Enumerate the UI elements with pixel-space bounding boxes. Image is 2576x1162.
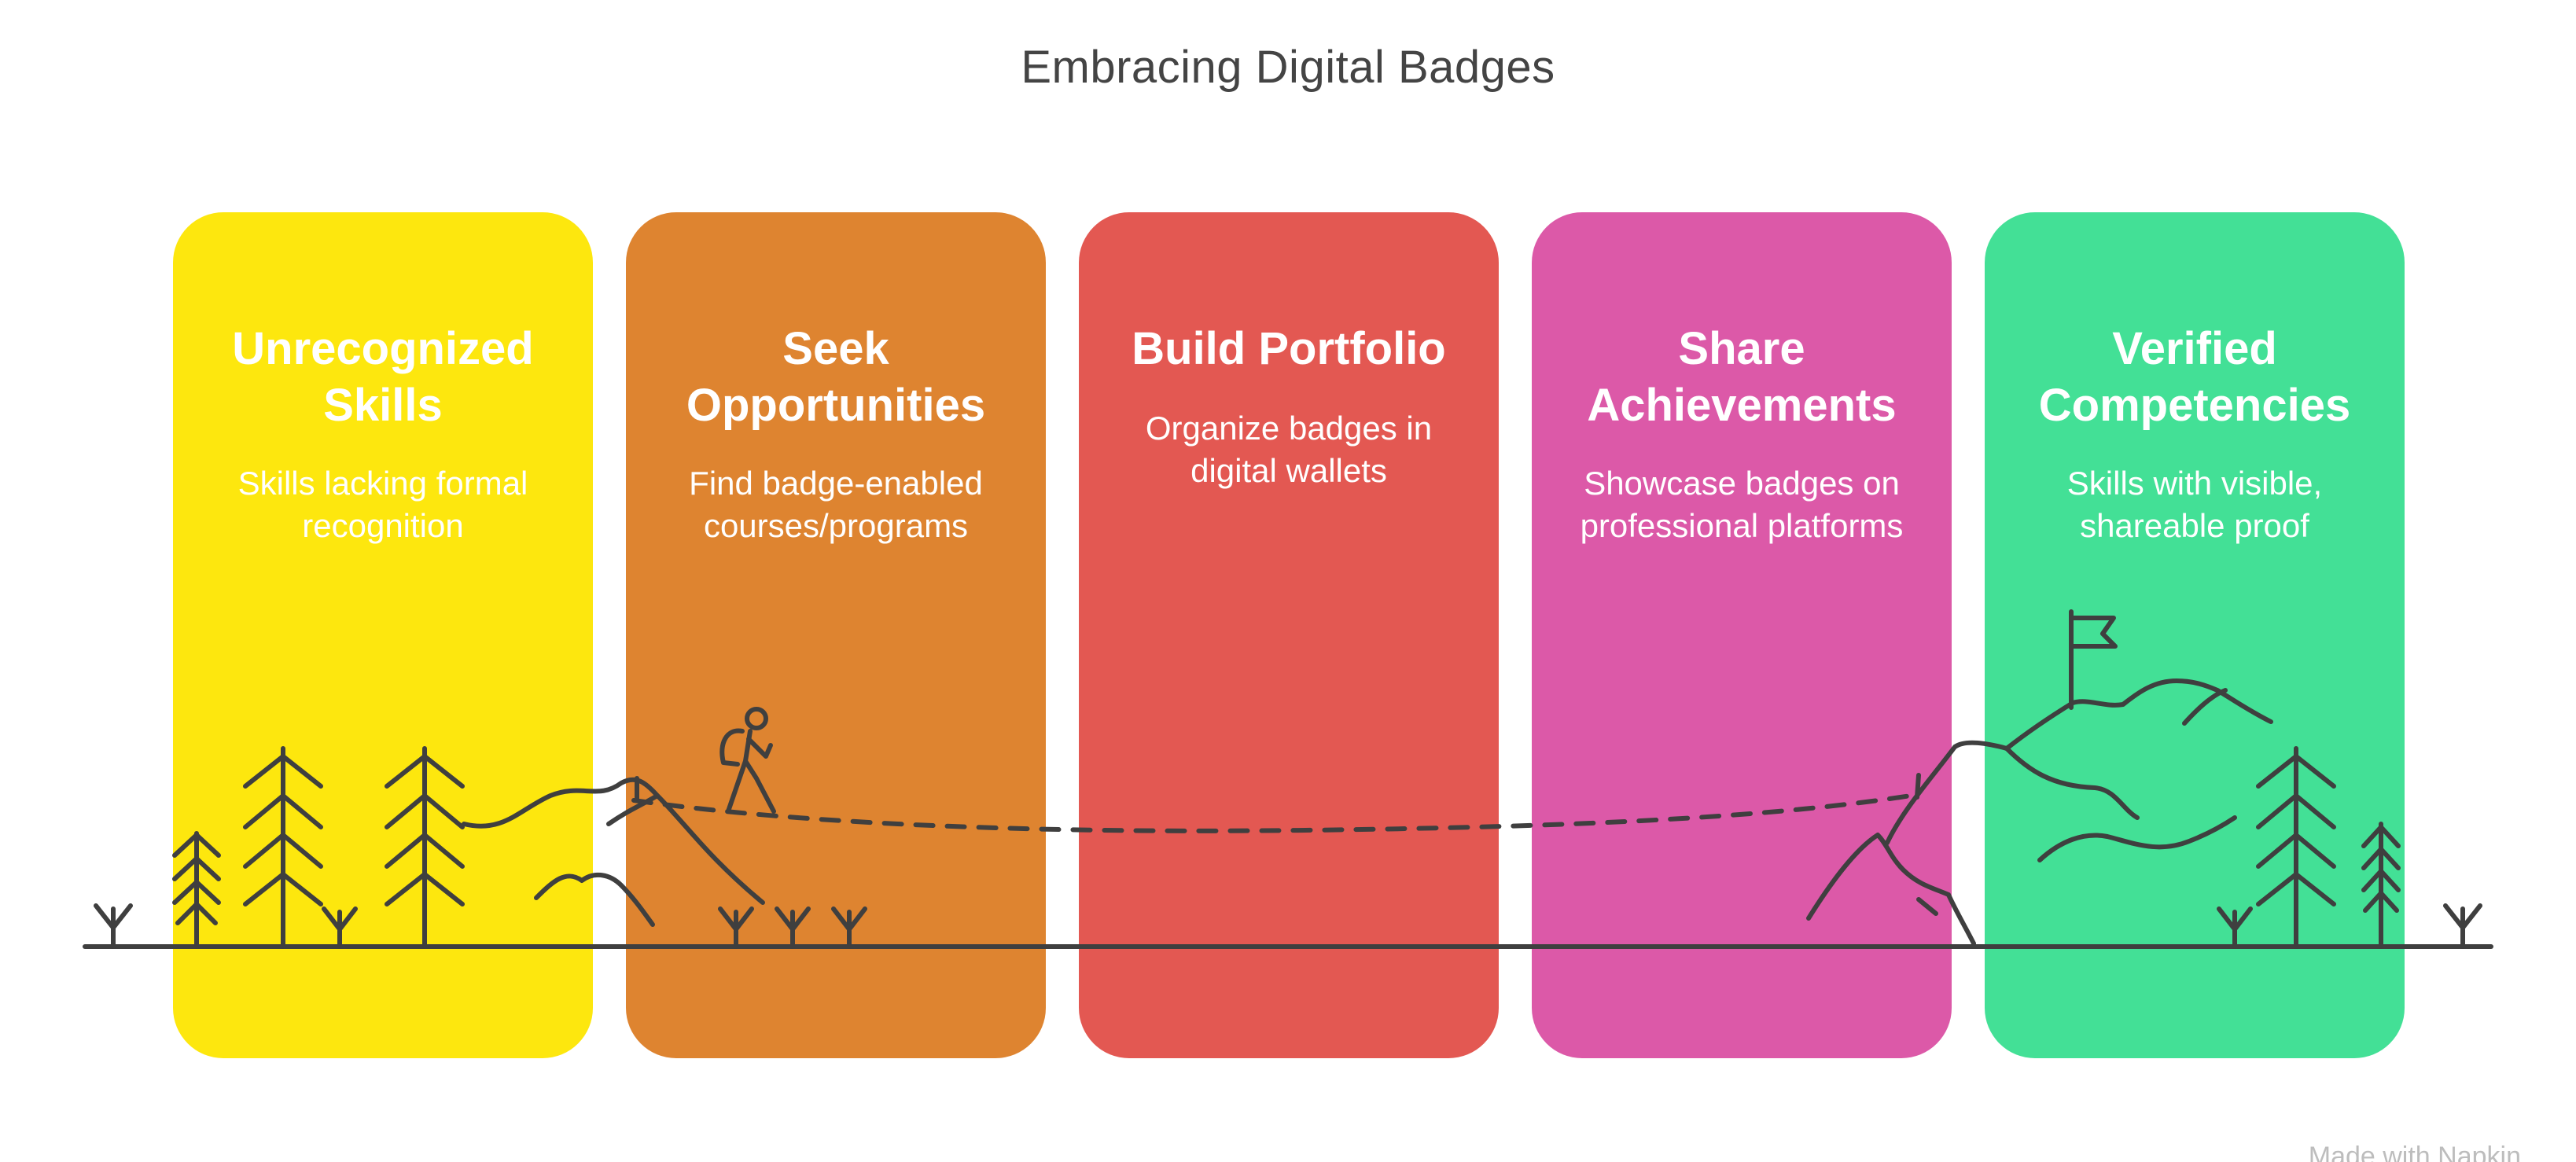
stage-description-line: courses/programs [703, 507, 969, 544]
stage-description-line: Find badge-enabled [689, 465, 983, 502]
stage-description-line: Showcase badges on [1584, 465, 1900, 502]
stage-heading-line: Skills [323, 380, 443, 431]
stage-heading-line: Share [1678, 323, 1805, 374]
stage-description: Skills with visible, shareable proof [1985, 462, 2405, 547]
stage-description: Find badge-enabled courses/programs [626, 462, 1046, 547]
mountain-icon [462, 776, 765, 927]
grass-sprout-icon [94, 903, 2482, 949]
tree-icon [243, 746, 323, 949]
flag-icon [2069, 609, 2118, 710]
hiker-icon [719, 707, 776, 814]
stage-heading-line: Unrecognized [232, 323, 534, 374]
stage-card-share-achievements: Share Achievements Showcase badges on pr… [1532, 212, 1952, 1058]
dashed-path [631, 793, 1913, 833]
mountain-icon [1806, 740, 2009, 946]
stage-heading: Verified Competencies [1985, 321, 2405, 434]
mountain-icon [2004, 678, 2273, 862]
stage-heading-line: Achievements [1587, 380, 1897, 431]
stage-heading-line: Seek [782, 323, 889, 374]
stage-heading: Unrecognized Skills [173, 321, 593, 434]
stage-heading-line: Opportunities [686, 380, 986, 431]
stage-description: Skills lacking formal recognition [173, 462, 593, 547]
stage-card-build-portfolio: Build Portfolio Organize badges in digit… [1079, 212, 1499, 1058]
stage-description-line: recognition [302, 507, 464, 544]
stage-card-seek-opportunities: Seek Opportunities Find badge-enabled co… [626, 212, 1046, 1058]
stage-description: Showcase badges on professional platform… [1532, 462, 1952, 547]
stage-description-line: shareable proof [2080, 507, 2309, 544]
stage-description-line: Skills with visible, [2066, 465, 2323, 502]
tree-icon [172, 831, 221, 949]
stage-description-line: professional platforms [1580, 507, 1904, 544]
stage-heading-line: Build Portfolio [1132, 323, 1446, 374]
stage-heading-line: Competencies [2038, 380, 2351, 431]
stage-heading: Seek Opportunities [626, 321, 1046, 434]
stage-description-line: digital wallets [1190, 452, 1387, 489]
stage-heading: Build Portfolio [1079, 321, 1499, 377]
stage-heading-line: Verified [2112, 323, 2277, 374]
diagram-title: Embracing Digital Badges [1021, 42, 1555, 93]
stage-card-verified-competencies: Verified Competencies Skills with visibl… [1985, 212, 2405, 1058]
stage-description: Organize badges in digital wallets [1079, 407, 1499, 492]
footer-credit: Made with Napkin [2308, 1142, 2521, 1162]
stage-description-line: Organize badges in [1145, 410, 1433, 447]
stage-heading: Share Achievements [1532, 321, 1952, 434]
stage-description-line: Skills lacking formal [237, 465, 528, 502]
stage-card-unrecognized-skills: Unrecognized Skills Skills lacking forma… [173, 212, 593, 1058]
tree-icon [385, 746, 465, 949]
tree-icon [2256, 746, 2336, 949]
tree-icon [2361, 822, 2401, 949]
